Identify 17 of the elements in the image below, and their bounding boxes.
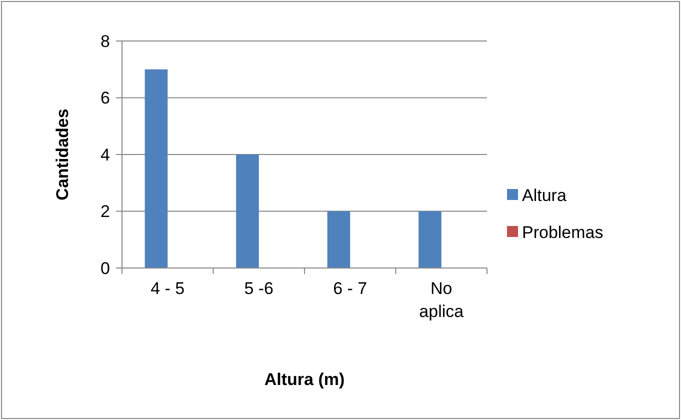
- bar: [327, 211, 350, 268]
- legend-label: Problemas: [522, 222, 604, 242]
- bar: [144, 69, 168, 268]
- y-tick-label: 2: [100, 202, 110, 222]
- legend-label: Altura: [522, 186, 567, 205]
- y-tick-label: 6: [100, 88, 110, 108]
- x-tick-label: No aplica: [419, 279, 464, 321]
- x-tick-label: 5 -6: [244, 279, 274, 298]
- x-axis-title: Altura (m): [264, 370, 345, 389]
- bar: [418, 211, 442, 268]
- y-tick-label: 0: [100, 258, 110, 278]
- x-tick-label: 6 - 7: [333, 279, 368, 298]
- x-tick-label: 4 - 5: [150, 279, 185, 298]
- bar: [236, 154, 259, 268]
- y-axis-title: Cantidades: [53, 108, 72, 200]
- y-tick-label: 8: [100, 32, 110, 51]
- y-tick-label: 4: [100, 145, 110, 164]
